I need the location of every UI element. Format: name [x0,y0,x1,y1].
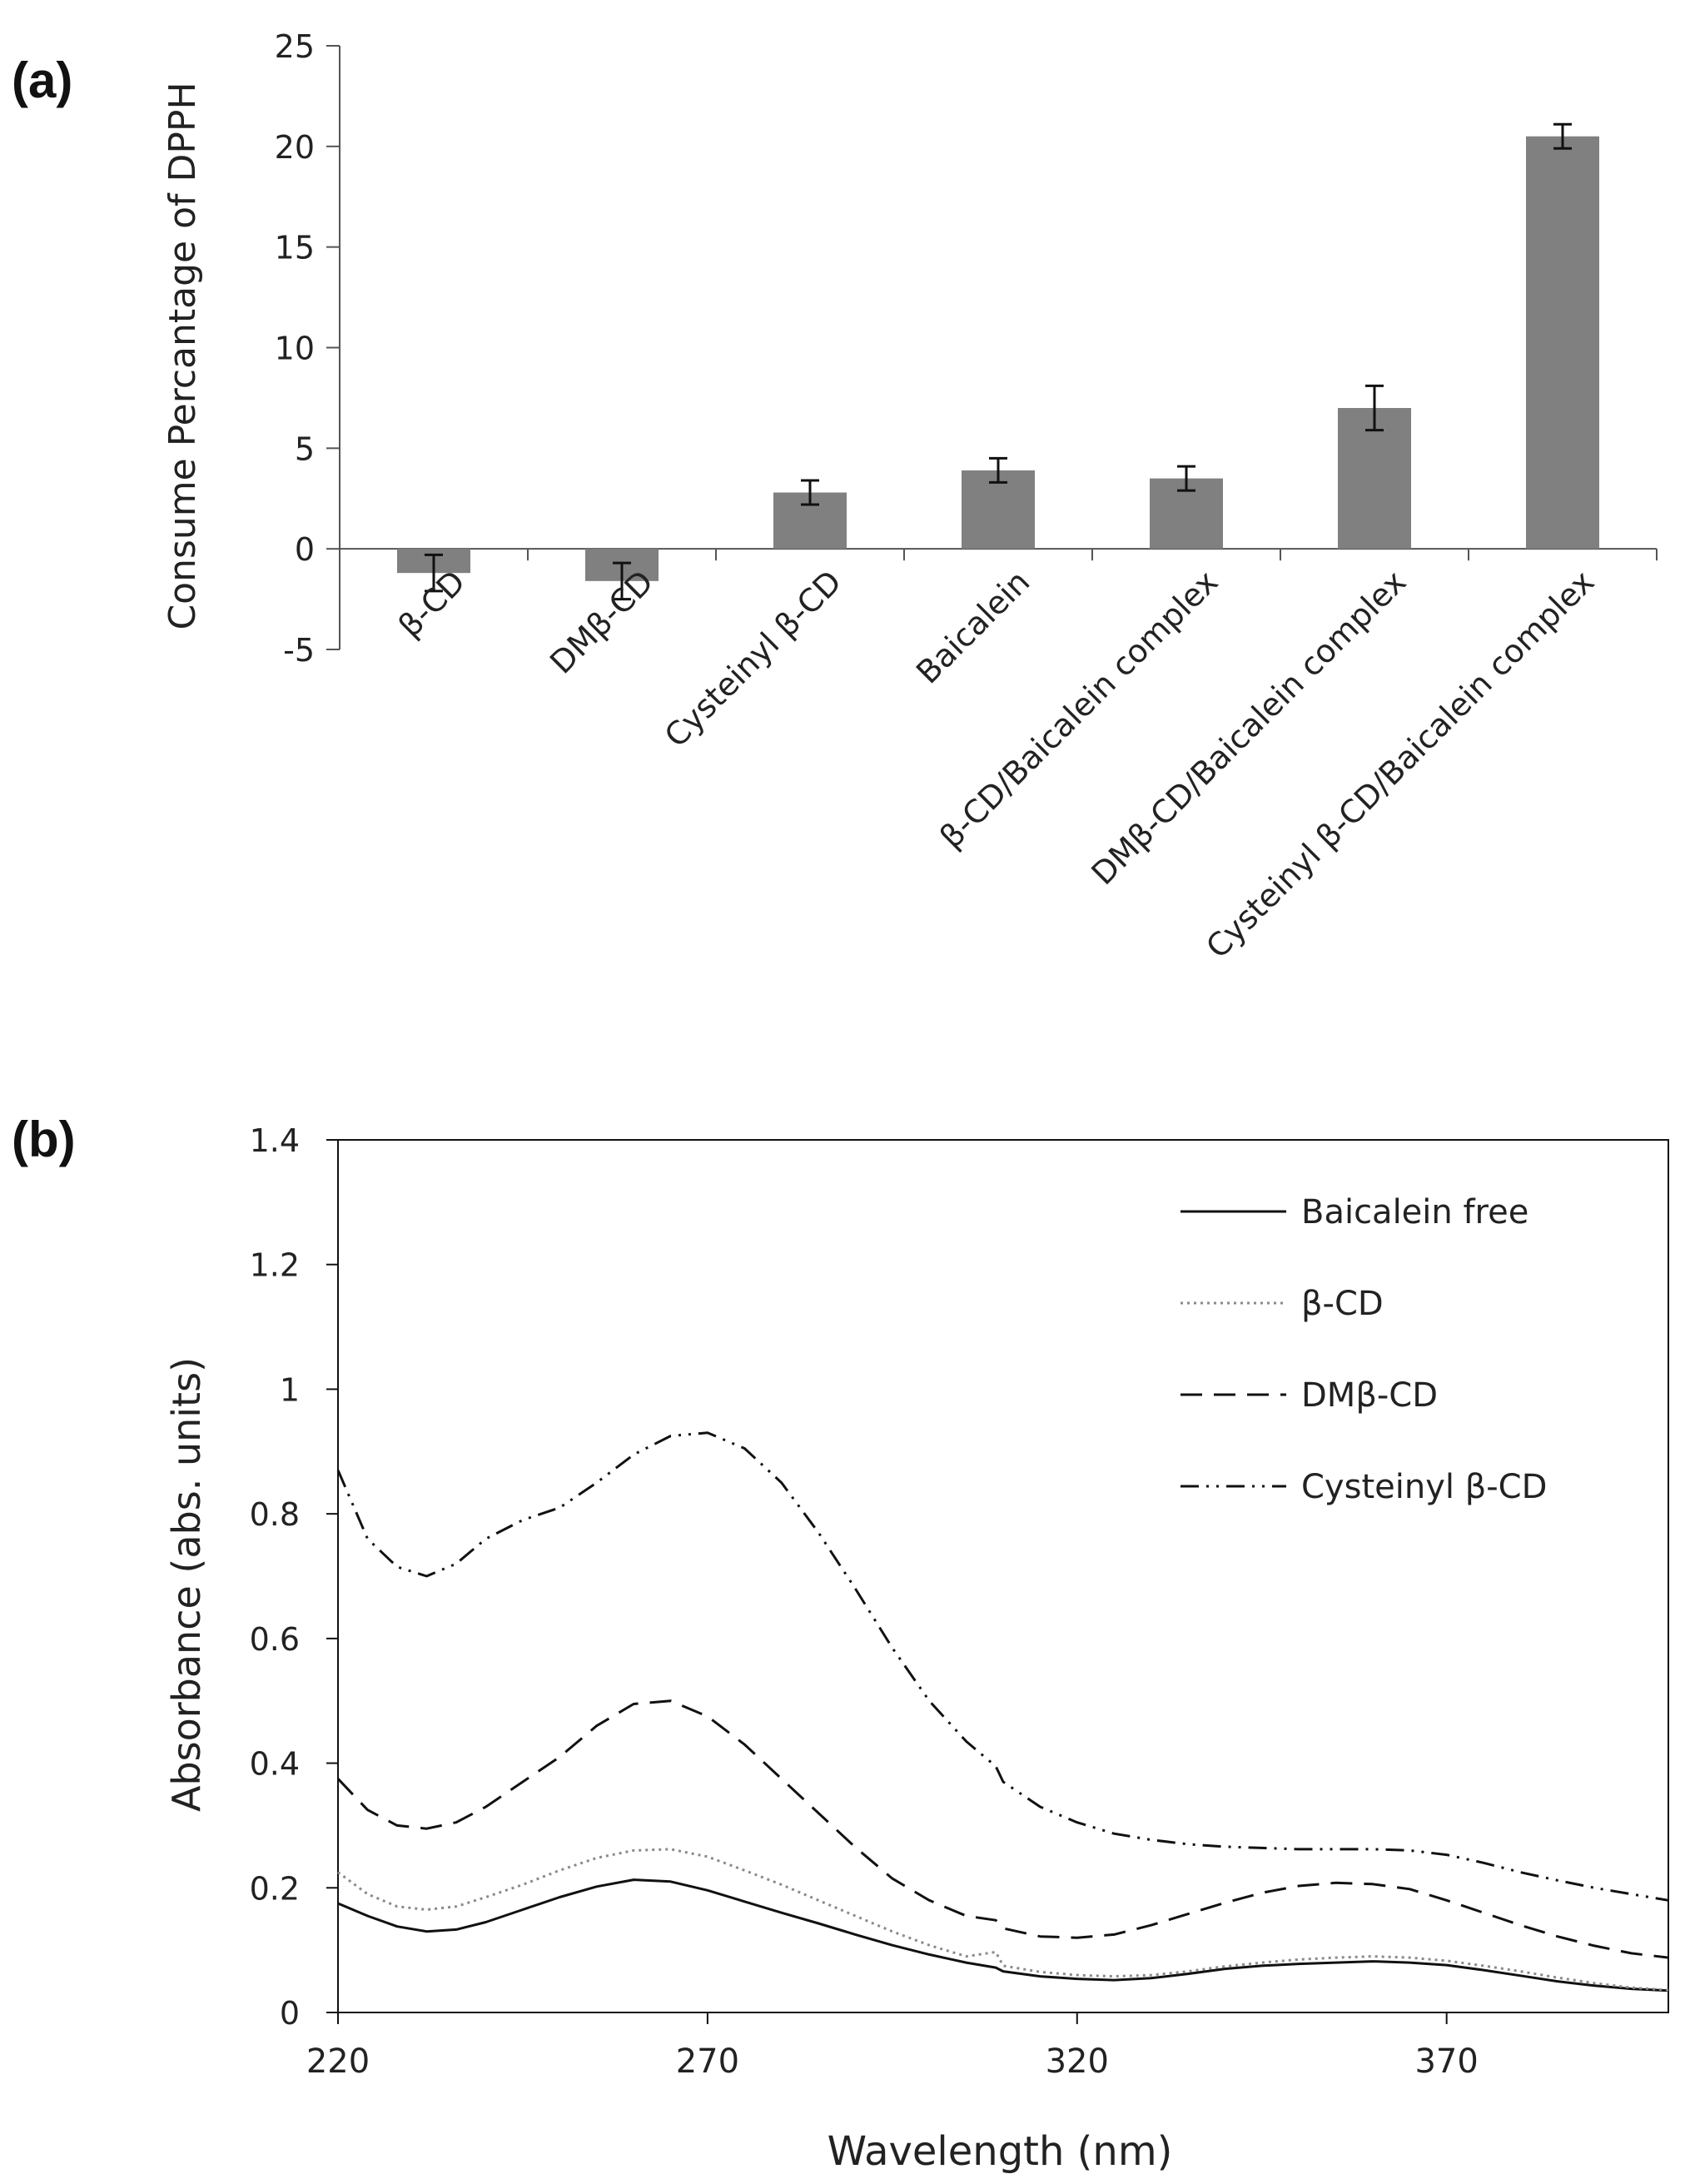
x-tick-label: 320 [1046,2042,1109,2081]
y-tick-label: 0 [295,531,315,568]
x-tick-label: 370 [1414,2042,1478,2081]
legend-label: Cysteinyl β-CD [1301,1468,1547,1506]
y-tick-label: 1 [280,1371,300,1408]
y-tick-label: 0.4 [250,1746,300,1783]
legend-label: Baicalein free [1301,1193,1528,1231]
y-axis-title: Absorbance (abs. units) [164,1357,209,1812]
series-line [336,1431,1669,1902]
panel-label-a: (a) [12,52,73,108]
y-tick-label: 15 [275,230,315,266]
y-tick-label: 20 [275,129,315,166]
y-tick-label: 0.8 [250,1496,300,1533]
y-tick-label: 5 [295,430,315,467]
y-tick-label: 0 [280,1995,300,2032]
legend-label: DMβ-CD [1301,1376,1438,1415]
y-tick-label: 25 [275,28,315,65]
y-tick-label: 0.2 [250,1870,300,1907]
x-tick-label: 270 [676,2042,739,2081]
series-line [337,1878,1669,1992]
y-tick-label: 10 [275,331,315,367]
y-tick-label: -5 [283,632,315,669]
y-tick-label: 1.4 [250,1122,300,1159]
y-tick-label: 0.6 [250,1621,300,1658]
series-line [336,1699,1669,1959]
y-axis-title: Consume Percantage of DPPH [162,82,204,629]
panel-label-b: (b) [12,1112,76,1167]
plot-frame [337,1139,1669,2013]
bar [1526,136,1599,550]
bar [1338,408,1411,550]
y-tick-label: 1.2 [250,1247,300,1284]
x-tick-label: 220 [306,2042,370,2081]
x-axis-title: Wavelength (nm) [828,2128,1173,2175]
legend-label: β-CD [1301,1285,1384,1323]
